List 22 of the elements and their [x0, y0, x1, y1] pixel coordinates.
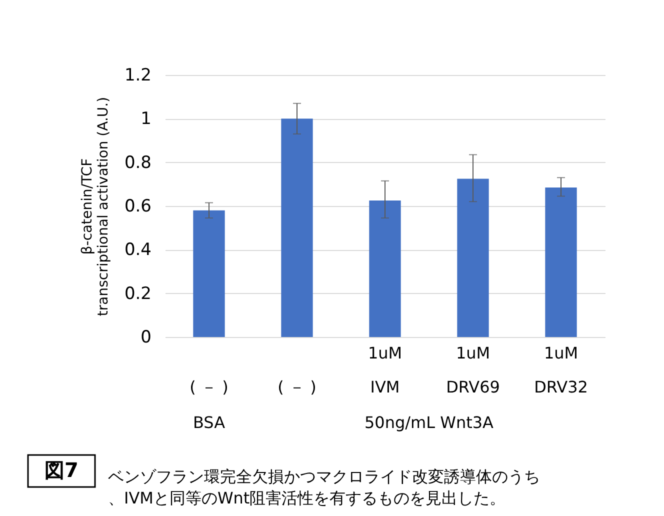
x-tick-label: ( － ): [278, 378, 316, 396]
y-tick-label: 0: [140, 328, 152, 348]
bar: [193, 210, 225, 337]
x-tick-label: 1uM DRV32: [534, 344, 588, 396]
bar: [457, 178, 489, 337]
y-tick-label: 1.2: [124, 66, 152, 86]
x-tick-label: 1uM DRV69: [446, 344, 500, 396]
text: BSA: [192, 413, 226, 432]
x-tick-label: 1uM IVM: [368, 344, 402, 396]
y-tick-label: 1: [140, 109, 152, 130]
text: ベンゾフラン環完全欠損かつマクロライド改変誘導体のうち、IVMと同等のWnt阻害活性を有するものを見出した。: [108, 467, 540, 508]
y-axis-title: β-catenin/TCF transcriptional activation (A.U.): [79, 96, 112, 316]
bar: [369, 200, 401, 337]
y-tick-label: 0.8: [124, 152, 152, 173]
text: 50ng/mL Wnt3A: [364, 413, 494, 432]
y-tick-label: 0.4: [124, 240, 152, 260]
y-tick-label: 0.2: [124, 284, 152, 304]
bar: [545, 187, 577, 337]
caption: 図7: [44, 458, 78, 482]
bar: [281, 118, 313, 337]
x-tick-label: ( － ): [190, 378, 228, 396]
y-tick-label: 0.6: [124, 196, 152, 216]
